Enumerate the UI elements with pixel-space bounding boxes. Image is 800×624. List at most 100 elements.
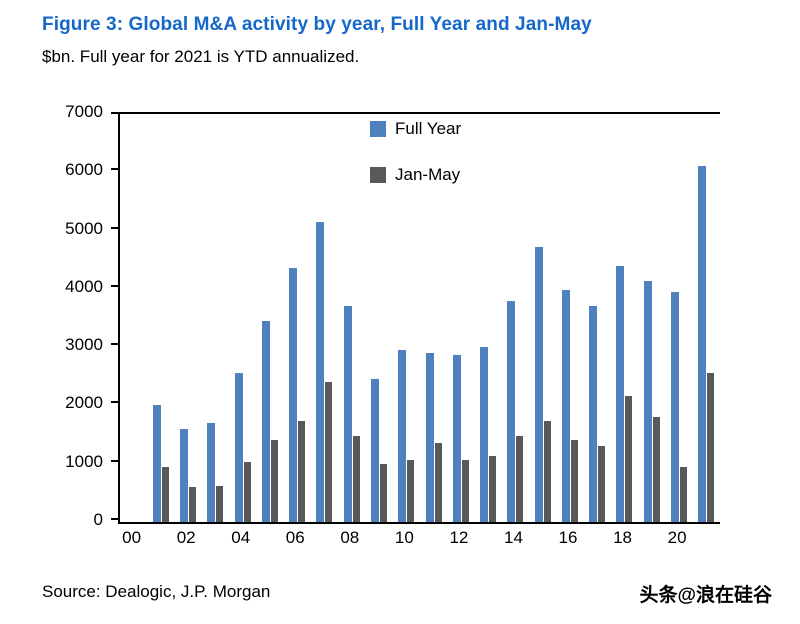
bar-jan-may-19 — [652, 417, 660, 522]
bar-full-year-09 — [371, 379, 380, 522]
bar-full-year-14 — [507, 301, 516, 522]
y-tick-label: 7000 — [65, 102, 103, 121]
bar-full-year-11 — [425, 353, 434, 522]
bar-group-02 — [175, 114, 202, 522]
watermark: 头条@浪在硅谷 — [639, 585, 772, 606]
x-tick-label: 20 — [667, 528, 687, 547]
y-tick-label: 1000 — [65, 451, 103, 471]
bar-group-01 — [147, 114, 174, 522]
y-tick-mark — [111, 226, 118, 229]
bar-group-16 — [556, 114, 583, 522]
x-axis: 00 02 04 06 08 10 12 14 16 18 20 — [118, 524, 718, 550]
bar-jan-may-01 — [161, 467, 169, 522]
bar-jan-may-16 — [570, 440, 578, 522]
bar-full-year-01 — [152, 405, 161, 522]
legend: Full Year Jan-May — [370, 119, 461, 185]
bar-group-03 — [202, 114, 229, 522]
x-tick-label: 16 — [558, 528, 578, 547]
bar-full-year-18 — [616, 266, 625, 522]
bar-full-year-08 — [343, 306, 352, 522]
legend-label: Jan-May — [395, 165, 461, 184]
bar-jan-may-14 — [516, 436, 524, 522]
bar-group-13 — [474, 114, 501, 522]
bar-group-06 — [284, 114, 311, 522]
bar-jan-may-17 — [598, 446, 606, 522]
bar-group-18 — [611, 114, 638, 522]
x-tick-label: 00 — [122, 528, 142, 547]
bar-group-17 — [584, 114, 611, 522]
bar-jan-may-11 — [434, 443, 442, 522]
bar-jan-may-04 — [243, 462, 251, 522]
bar-group-00 — [120, 114, 147, 522]
bar-full-year-03 — [207, 423, 216, 522]
x-tick-label: 08 — [340, 528, 360, 547]
bar-jan-may-13 — [489, 456, 497, 522]
y-axis: 0 1000 2000 3000 4000 5000 6000 7000 — [0, 103, 118, 529]
x-tick-label: 12 — [449, 528, 469, 547]
bar-full-year-04 — [234, 373, 243, 522]
source-note: Source: Dealogic, J.P. Morgan — [42, 582, 271, 601]
x-tick-label: 14 — [503, 528, 523, 547]
bar-group-19 — [638, 114, 665, 522]
bar-jan-may-12 — [461, 460, 469, 522]
bar-jan-may-07 — [325, 382, 333, 522]
bar-group-04 — [229, 114, 256, 522]
bar-full-year-13 — [480, 347, 489, 522]
bar-full-year-02 — [180, 429, 189, 522]
y-tick-label: 3000 — [65, 335, 103, 355]
y-tick-label: 2000 — [65, 393, 103, 413]
bar-jan-may-10 — [407, 460, 415, 522]
bar-group-21 — [693, 114, 720, 522]
bar-jan-may-15 — [543, 421, 551, 522]
bar-full-year-16 — [561, 290, 570, 522]
bar-full-year-19 — [643, 281, 652, 522]
bar-full-year-12 — [452, 355, 461, 522]
bar-group-10 — [393, 114, 420, 522]
bar-jan-may-08 — [352, 436, 360, 522]
figure-subtitle: $bn. Full year for 2021 is YTD annualize… — [42, 47, 360, 66]
bar-full-year-07 — [316, 222, 325, 522]
y-tick-mark — [111, 518, 118, 520]
bar-group-08 — [338, 114, 365, 522]
bar-group-20 — [665, 114, 692, 522]
y-tick-mark — [111, 112, 118, 114]
bar-jan-may-06 — [298, 421, 306, 522]
bar-group-14 — [502, 114, 529, 522]
legend-item-full-year: Full Year — [370, 119, 461, 139]
bar-group-12 — [447, 114, 474, 522]
bar-full-year-10 — [398, 350, 407, 522]
bar-group-09 — [365, 114, 392, 522]
bar-jan-may-05 — [270, 440, 278, 522]
bar-jan-may-09 — [380, 464, 388, 522]
y-tick-label: 5000 — [65, 218, 103, 238]
plot-area: Full Year Jan-May — [118, 112, 720, 524]
y-tick-mark — [111, 459, 118, 462]
bar-group-15 — [529, 114, 556, 522]
y-tick-label: 4000 — [65, 276, 103, 296]
x-tick-label: 04 — [231, 528, 251, 547]
bar-full-year-15 — [534, 247, 543, 522]
bar-group-05 — [256, 114, 283, 522]
bar-full-year-17 — [589, 306, 598, 522]
bar-jan-may-21 — [707, 373, 715, 522]
x-tick-label: 18 — [613, 528, 632, 547]
y-tick-label: 0 — [93, 510, 103, 529]
x-tick-label: 02 — [176, 528, 196, 547]
x-tick-label: 06 — [285, 528, 305, 547]
y-tick-mark — [111, 284, 118, 287]
bar-group-07 — [311, 114, 338, 522]
y-tick-mark — [111, 168, 118, 171]
bar-jan-may-03 — [216, 486, 224, 522]
y-tick-label: 6000 — [65, 160, 103, 180]
figure-title: Figure 3: Global M&A activity by year, F… — [42, 14, 592, 35]
bar-jan-may-20 — [679, 467, 687, 522]
y-tick-mark — [111, 401, 118, 404]
bar-full-year-06 — [289, 268, 298, 522]
legend-item-jan-may: Jan-May — [370, 165, 461, 185]
legend-swatch-icon — [370, 167, 386, 183]
y-tick-mark — [111, 343, 118, 346]
bar-group-11 — [420, 114, 447, 522]
bar-full-year-20 — [670, 292, 679, 522]
legend-swatch-icon — [370, 121, 386, 137]
legend-label: Full Year — [395, 119, 462, 138]
